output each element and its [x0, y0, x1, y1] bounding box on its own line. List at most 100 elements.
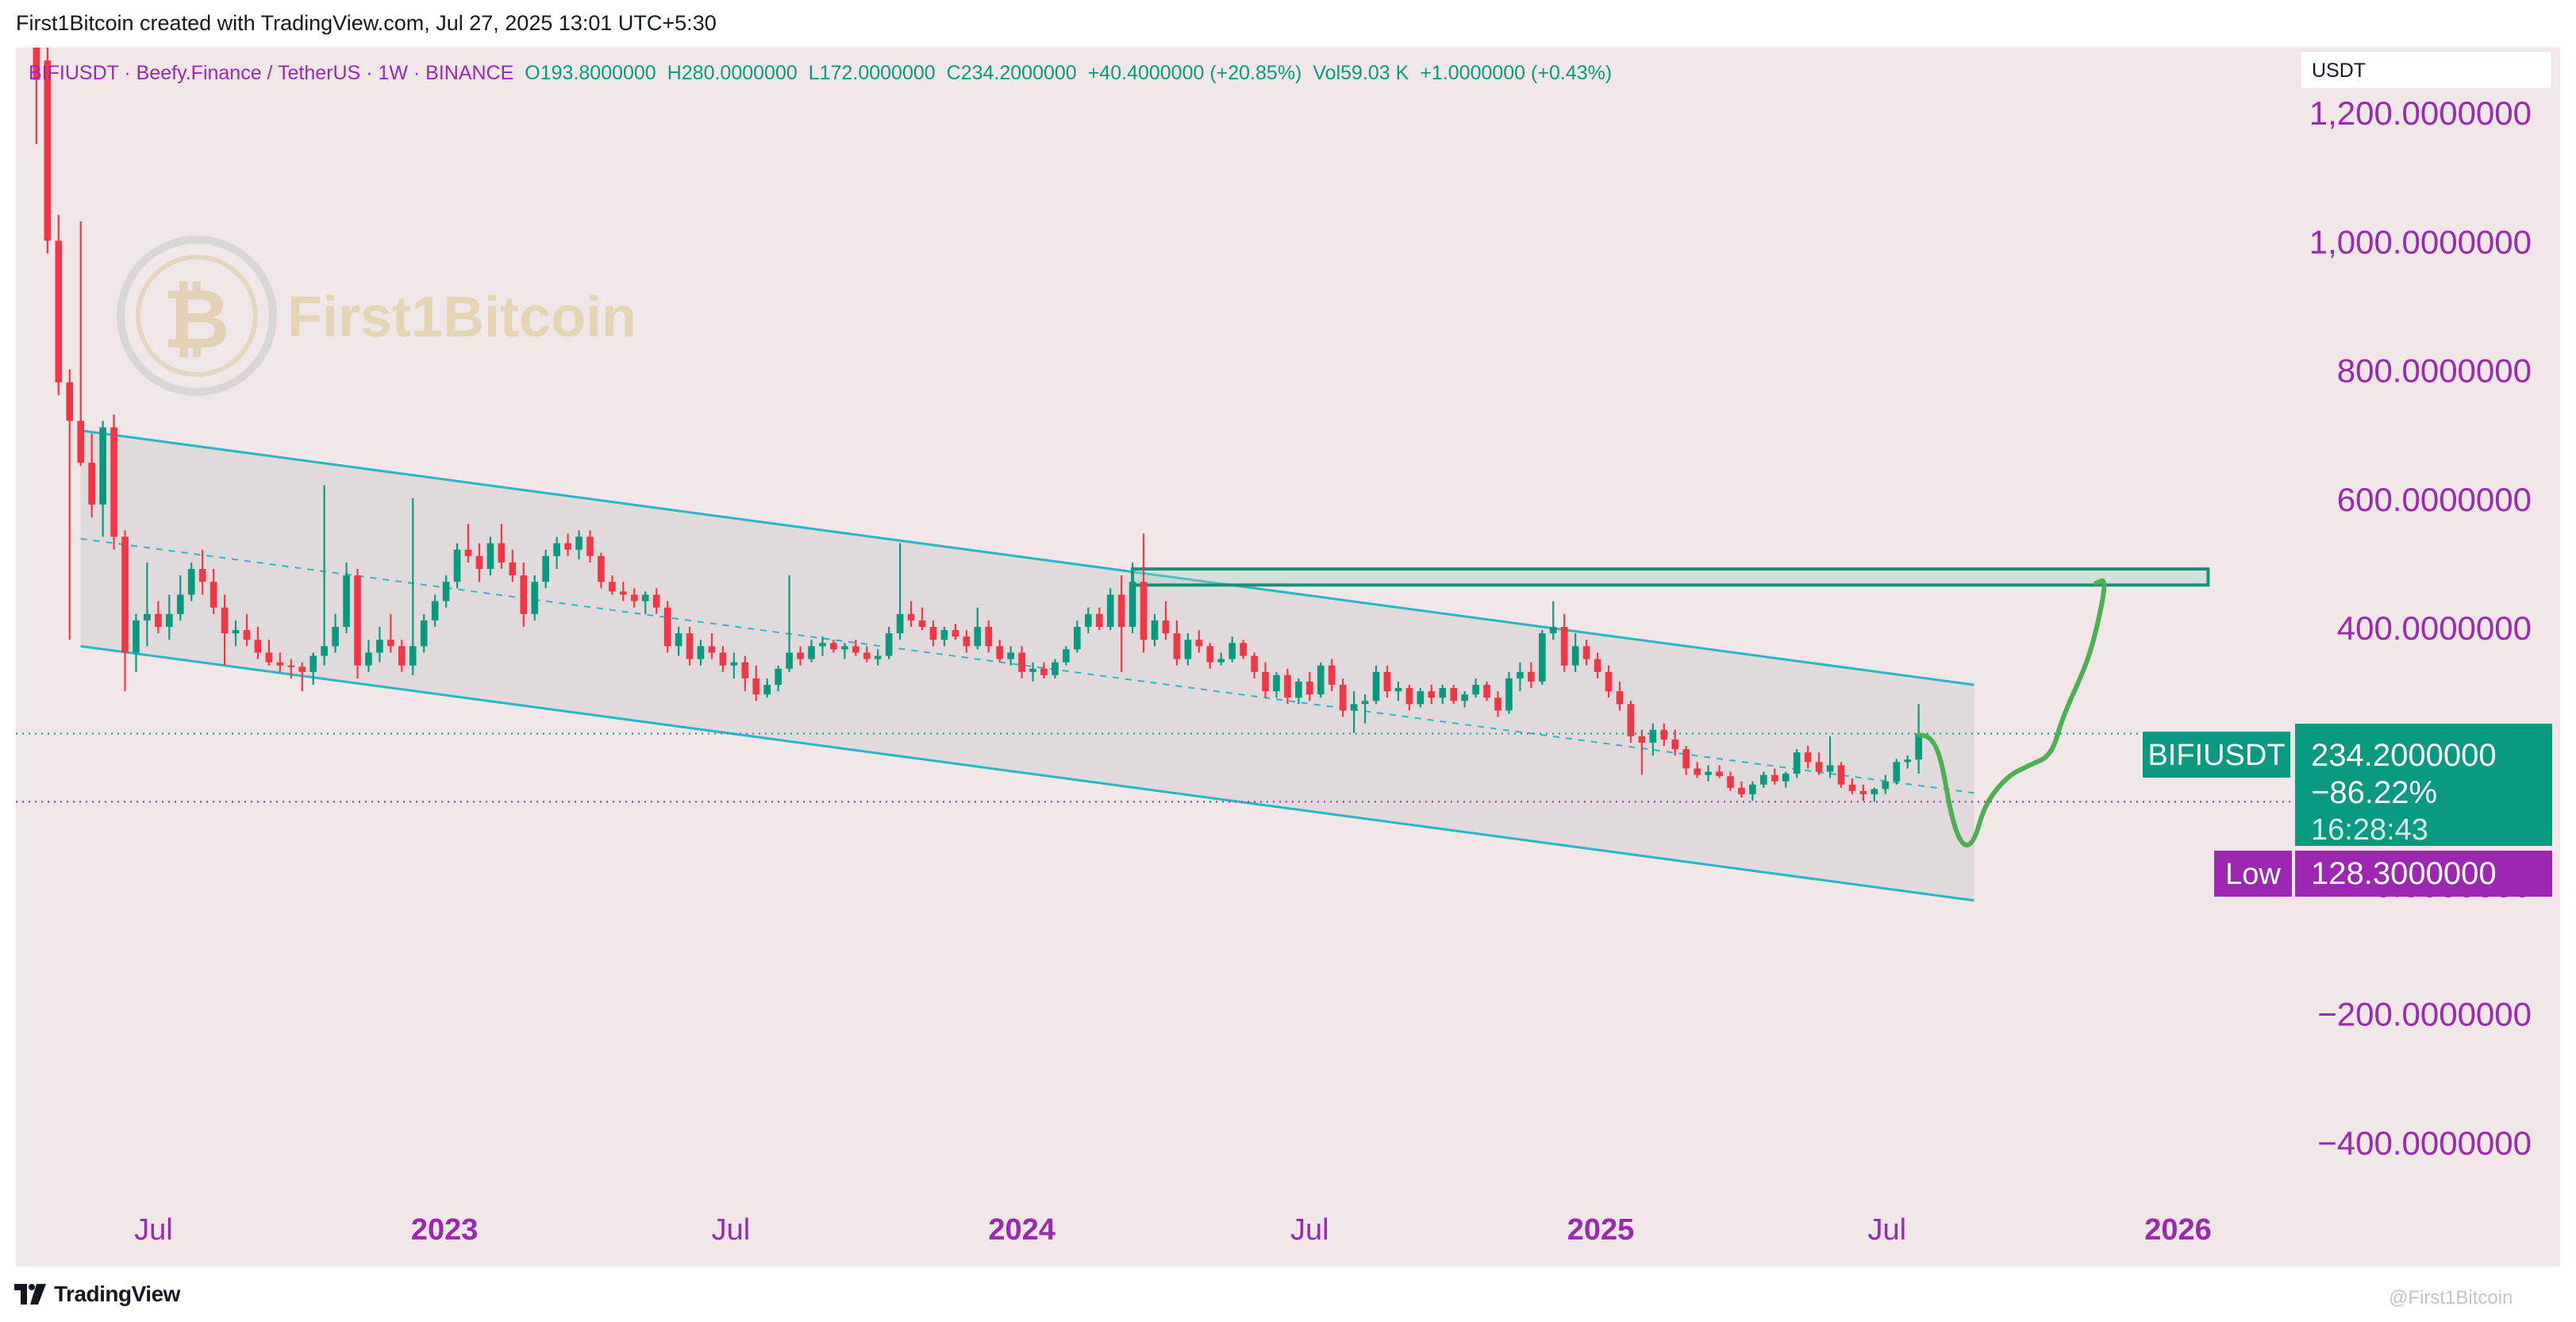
candle-body [1483, 685, 1490, 698]
candle-body [1417, 691, 1424, 705]
candle-body [996, 646, 1004, 659]
candle [110, 414, 117, 550]
candle [1106, 588, 1114, 631]
x-tick-label: 2026 [2144, 1213, 2212, 1247]
candle-body [620, 591, 627, 595]
candle-body [797, 652, 804, 659]
candle-body [598, 555, 605, 582]
candle [1760, 771, 1767, 788]
candle-body [1405, 688, 1413, 705]
candle-body [475, 555, 483, 569]
candle-body [1760, 774, 1767, 785]
candle-body [1439, 688, 1447, 698]
candle [564, 533, 571, 556]
candle [918, 607, 926, 631]
candle [1063, 646, 1070, 666]
corner-watermark: @First1Bitcoin [2389, 1287, 2513, 1309]
candle [509, 549, 517, 582]
descending-channel [80, 429, 1974, 902]
candle-body [553, 543, 560, 556]
currency-selector[interactable]: USDT [2300, 51, 2552, 89]
candle-body [442, 582, 450, 601]
candle-body [1848, 784, 1856, 791]
candle [1306, 671, 1313, 701]
candle [531, 575, 539, 621]
candle-body [1549, 627, 1557, 634]
candle [1793, 749, 1801, 778]
candle-body [1383, 671, 1391, 692]
candle-body [1052, 662, 1059, 675]
tradingview-logo[interactable]: TradingView [14, 1281, 180, 1308]
candle-body [1660, 729, 1668, 740]
candle-body [1140, 582, 1148, 640]
candle [907, 601, 915, 627]
x-tick-label: Jul [1290, 1213, 1329, 1247]
candle [963, 630, 971, 653]
candle [1284, 668, 1291, 705]
candle [1571, 633, 1579, 672]
symbol-legend[interactable]: BIFIUSDT · Beefy.Finance / TetherUS · 1W… [29, 59, 1623, 87]
legend-close: C234.2000000 [946, 61, 1077, 84]
candle-body [1837, 765, 1845, 785]
candle [1538, 630, 1546, 685]
legend-low: L172.0000000 [808, 61, 936, 84]
candle-body [420, 620, 428, 647]
candle-body [198, 569, 206, 582]
candle-body [166, 613, 173, 627]
candle [198, 549, 206, 595]
candle-body [1074, 627, 1081, 650]
candle [620, 582, 627, 601]
candle-body [786, 652, 793, 669]
candle [1749, 781, 1756, 801]
time-axis[interactable]: Jul 2023 Jul 2024 Jul 2025 Jul 2026 [134, 1213, 2212, 1247]
candle-body [298, 667, 306, 672]
price-axis[interactable]: 1,200.0000000 1,000.0000000 800.0000000 600… [2309, 94, 2532, 1162]
candle-body [287, 665, 295, 667]
candle-body [1649, 729, 1657, 743]
candle-body [1450, 688, 1458, 701]
legend-symbol[interactable]: BIFIUSDT · Beefy.Finance / TetherUS · 1W… [29, 61, 514, 84]
candle-body [464, 549, 472, 556]
candle [675, 627, 682, 656]
candle [1417, 688, 1424, 708]
candle-body [33, 48, 40, 80]
candle [852, 640, 859, 656]
candle [486, 536, 494, 576]
candle [254, 627, 262, 659]
channel-mid-line [80, 537, 1974, 794]
candle [1273, 671, 1280, 698]
candle-body [841, 646, 848, 650]
candle-body [1904, 759, 1912, 763]
candle [1251, 652, 1258, 678]
candle-body [376, 640, 383, 653]
candle [44, 48, 52, 254]
last-price-change: −86.22% [2311, 775, 2437, 810]
candle [1217, 652, 1225, 666]
tradingview-logo-icon [14, 1284, 46, 1305]
candle-body [1350, 704, 1358, 711]
candle [1095, 607, 1103, 631]
low-price-value: 128.3000000 [2311, 856, 2497, 891]
candle-body [1915, 733, 1922, 760]
candle-body [663, 607, 671, 647]
candle [398, 640, 406, 672]
candle-body [609, 582, 616, 592]
candlesticks [33, 48, 1922, 802]
candle-body [1063, 649, 1070, 663]
candle [652, 588, 660, 614]
candle [176, 575, 184, 621]
candle [1317, 662, 1325, 698]
candle [321, 485, 328, 666]
candle [1782, 771, 1790, 788]
candle [719, 646, 727, 672]
candle [265, 640, 273, 666]
candle [77, 221, 85, 467]
candle-body [1117, 594, 1125, 627]
resistance-zone [1131, 567, 2210, 587]
candle-body [1538, 633, 1546, 682]
candle-body [1428, 691, 1436, 698]
watermark-text: First1Bitcoin [287, 286, 636, 349]
candle-body [586, 536, 594, 556]
top-bar: First1Bitcoin created with TradingView.c… [0, 0, 2576, 48]
